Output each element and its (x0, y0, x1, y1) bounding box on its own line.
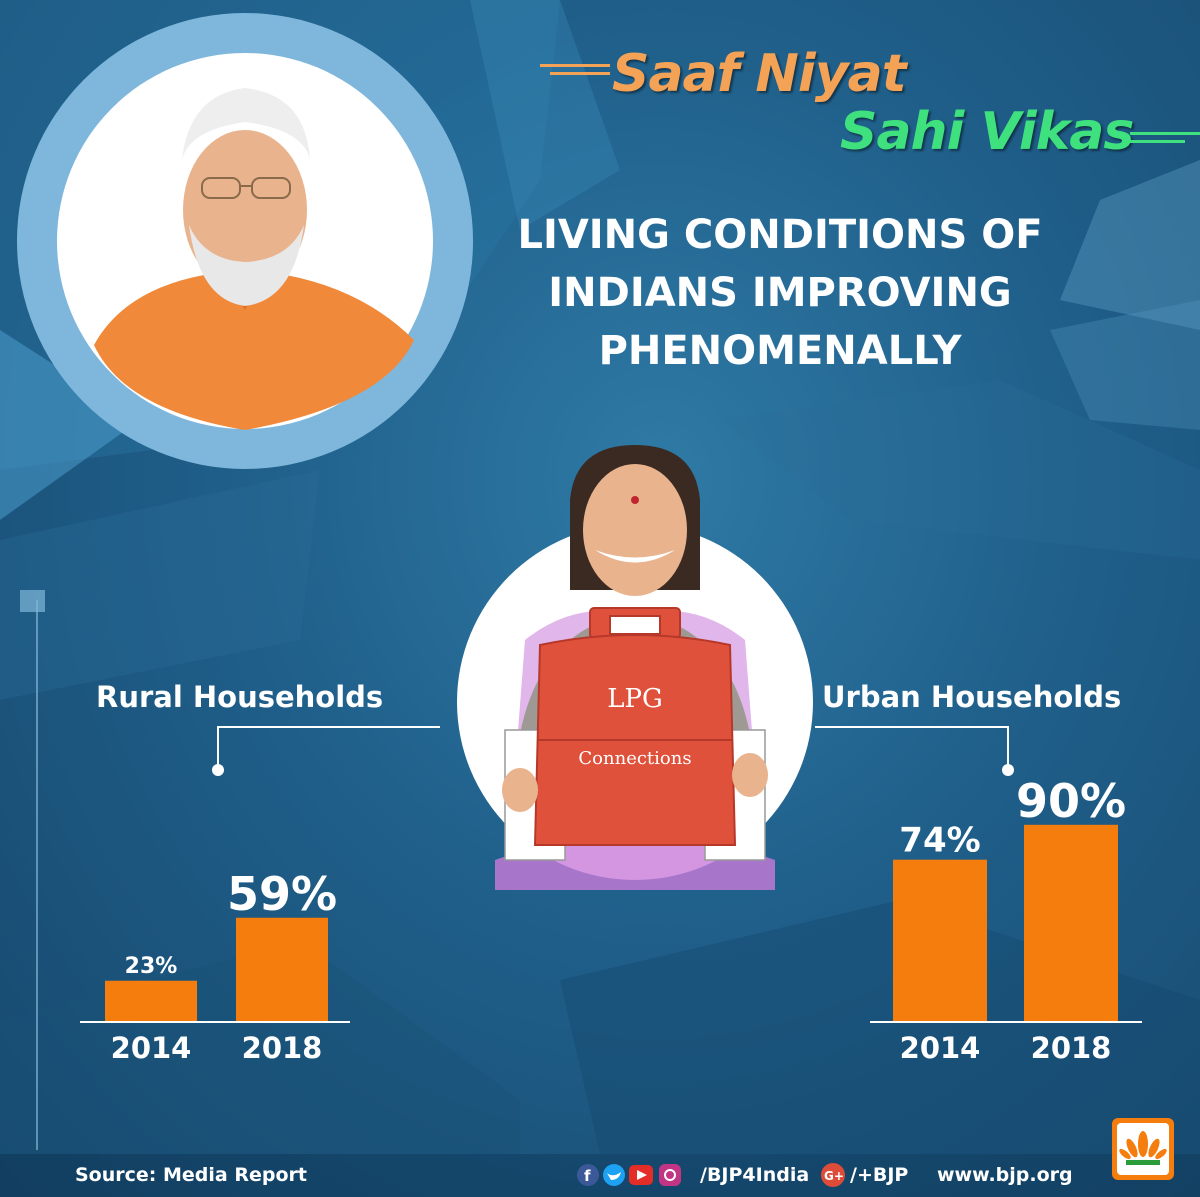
urban-value-label-2014: 74% (899, 821, 980, 861)
sign-text-lpg: LPG (607, 684, 663, 714)
svg-text:f: f (584, 1167, 591, 1185)
rural-chart-title: Rural Households (96, 680, 384, 714)
website-link[interactable]: www.bjp.org (937, 1164, 1073, 1186)
source-note: Source: Media Report (75, 1164, 307, 1186)
tagline-stripes-right (1130, 132, 1200, 143)
lpg-illustration (457, 445, 813, 890)
social-handle: /BJP4India (700, 1164, 810, 1186)
googleplus-icon: G+ (821, 1163, 845, 1187)
connector-lines (212, 726, 1014, 776)
footer-bar (0, 1154, 1200, 1197)
svg-text:G+: G+ (824, 1169, 844, 1183)
rural-value-label-2018: 59% (227, 867, 337, 921)
headline: LIVING CONDITIONS OF INDIANS IMPROVING P… (470, 206, 1090, 380)
headline-line-1: LIVING CONDITIONS OF (517, 212, 1043, 258)
urban-chart-title: Urban Households (822, 680, 1122, 714)
party-logo (1112, 1118, 1174, 1180)
tagline-line1: Saaf Niyat (612, 44, 907, 104)
twitter-icon (603, 1164, 625, 1186)
googleplus-handle: /+BJP (850, 1164, 909, 1186)
rural-value-label-2014: 23% (125, 954, 178, 979)
headline-line-2: INDIANS IMPROVING (548, 270, 1012, 316)
rural-bar-2014 (105, 980, 197, 1021)
urban-value-label-2018: 90% (1016, 774, 1126, 828)
urban-category-label-2018: 2018 (1031, 1031, 1112, 1065)
social-icons: f (577, 1164, 681, 1186)
urban-category-label-2014: 2014 (900, 1031, 981, 1065)
portrait-badge (17, 13, 473, 469)
urban-bar-2018 (1024, 824, 1118, 1021)
tagline-line2: Sahi Vikas (840, 102, 1134, 162)
sign-text-connections: Connections (578, 748, 692, 769)
urban-bar-2014 (893, 859, 987, 1021)
instagram-icon (659, 1164, 681, 1186)
headline-line-3: PHENOMENALLY (598, 328, 962, 374)
rural-bar-2018 (236, 917, 328, 1021)
facebook-icon (577, 1164, 599, 1186)
portrait-figure (94, 88, 414, 430)
rural-category-label-2014: 2014 (111, 1031, 192, 1065)
rural-category-label-2018: 2018 (242, 1031, 323, 1065)
tagline-stripes-left (540, 64, 610, 75)
